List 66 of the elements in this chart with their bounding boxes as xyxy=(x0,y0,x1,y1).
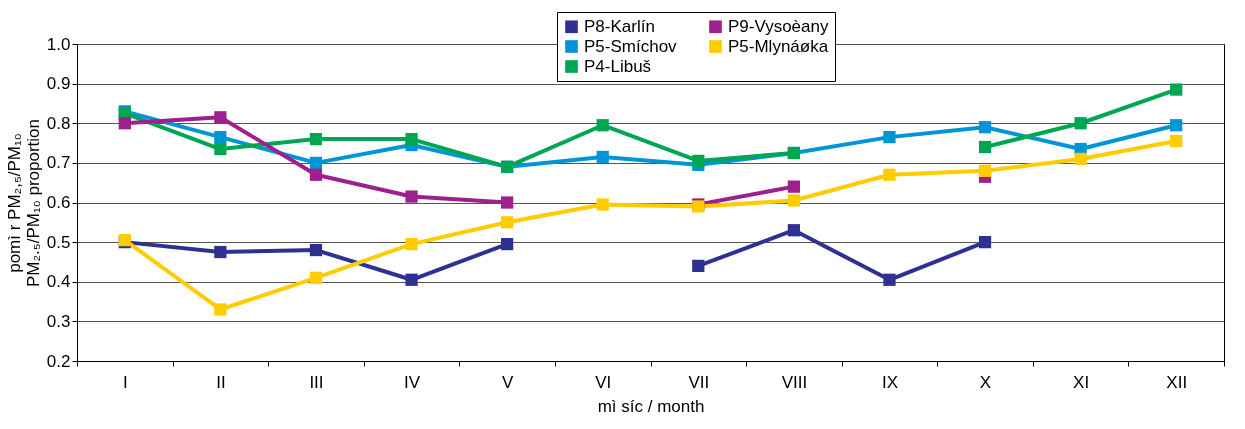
point xyxy=(1074,152,1087,166)
y-axis-title: pomì r PM₂,₅/PM₁₀ PM₂.₅/PM₁₀ proportion xyxy=(4,119,43,287)
y-tick-label: 0.3 xyxy=(46,311,71,331)
point xyxy=(405,273,418,286)
point xyxy=(214,142,227,156)
point xyxy=(309,243,323,257)
point xyxy=(405,190,418,203)
point xyxy=(309,156,323,169)
x-tick-label: VI xyxy=(595,372,612,392)
point xyxy=(501,216,514,229)
x-tick-label: XII xyxy=(1166,372,1188,392)
point xyxy=(309,271,323,284)
point xyxy=(596,150,609,164)
point xyxy=(1170,119,1183,132)
x-tick-label: IV xyxy=(404,372,421,392)
y-tick-label: 0.5 xyxy=(46,232,71,252)
point xyxy=(309,168,323,181)
y-tick-label: 0.7 xyxy=(46,153,71,173)
point xyxy=(596,119,609,132)
point xyxy=(214,303,227,316)
x-tick-label: III xyxy=(309,372,324,392)
y-tick-label: 0.4 xyxy=(46,272,71,292)
point xyxy=(214,245,227,259)
point xyxy=(787,224,800,237)
x-tick-label: X xyxy=(979,372,992,392)
point xyxy=(692,259,705,273)
legend-label: P9-Vysoèany xyxy=(728,16,829,36)
point xyxy=(1170,83,1183,96)
y-tick-label: 0.9 xyxy=(46,74,71,94)
point xyxy=(501,237,514,251)
legend-label: P5-Smíchov xyxy=(584,36,678,56)
point xyxy=(978,236,992,249)
point xyxy=(787,180,800,193)
point xyxy=(1170,134,1183,148)
point xyxy=(214,130,227,144)
point xyxy=(309,132,323,146)
point xyxy=(214,111,227,124)
legend-label: P8-Karlín xyxy=(584,16,655,36)
y-tick-label: 1.0 xyxy=(46,34,71,54)
x-tick-label: I xyxy=(122,372,128,392)
x-tick-label: VII xyxy=(688,372,710,392)
x-tick-label: XI xyxy=(1073,372,1090,392)
point xyxy=(883,130,896,144)
point xyxy=(118,117,131,130)
point xyxy=(692,154,705,168)
x-axis-title: mì síc / month xyxy=(597,396,705,416)
y-tick-label: 0.2 xyxy=(46,351,71,371)
legend-label: P4-Libuš xyxy=(584,56,652,76)
point xyxy=(787,194,800,207)
point xyxy=(405,132,418,146)
point xyxy=(978,164,992,177)
x-tick-label: IX xyxy=(881,372,898,392)
point xyxy=(978,121,992,134)
point xyxy=(596,198,609,211)
point xyxy=(883,273,896,286)
point xyxy=(501,196,514,209)
y-tick-label: 0.8 xyxy=(46,113,71,133)
y-tick-label: 0.6 xyxy=(46,193,71,212)
x-tick-label: II xyxy=(216,372,226,392)
point xyxy=(405,237,418,251)
x-tick-label: V xyxy=(501,372,514,392)
point xyxy=(978,140,992,154)
x-tick-label: VIII xyxy=(781,372,808,392)
point xyxy=(1074,117,1087,130)
point xyxy=(883,168,896,181)
legend-label: P5-Mlynáøka xyxy=(728,36,829,56)
